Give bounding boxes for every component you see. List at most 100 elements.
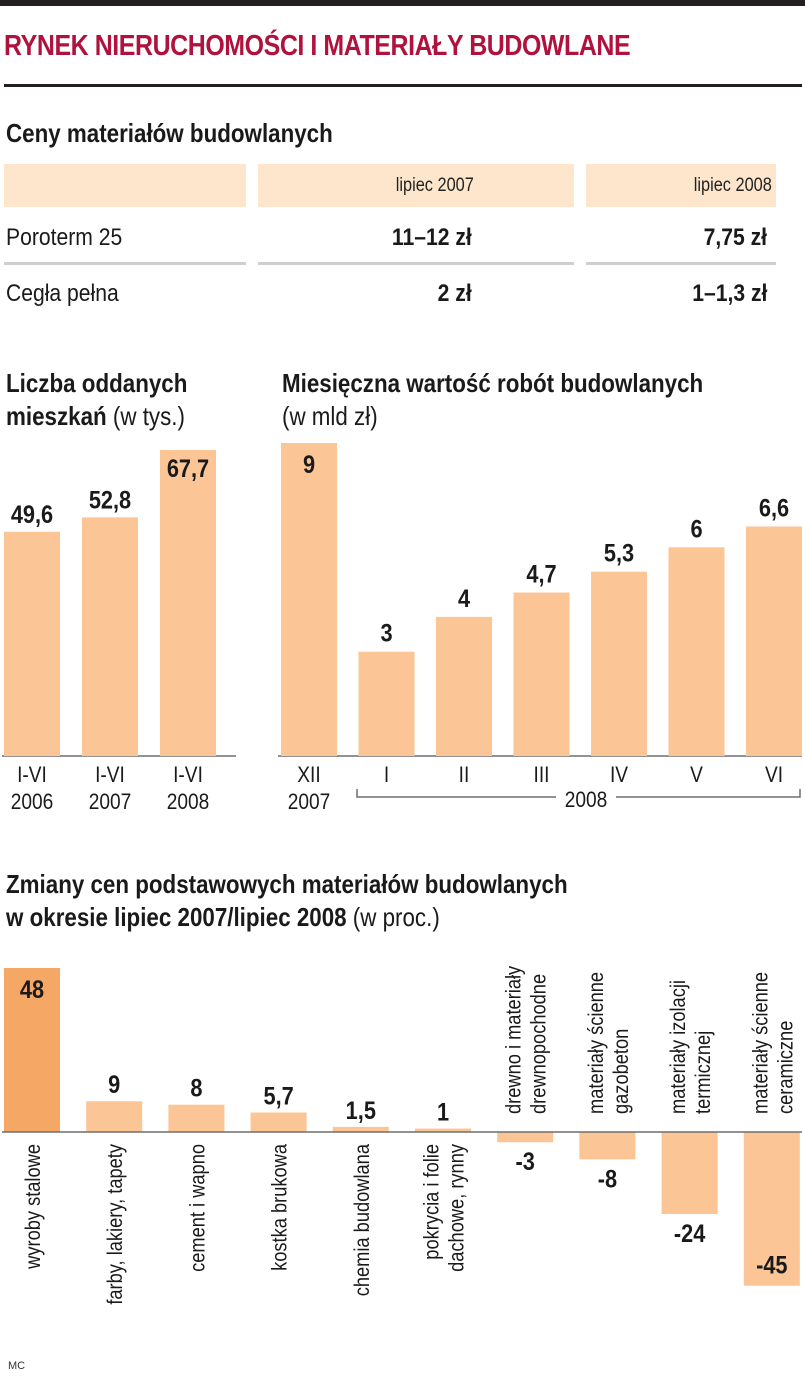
chart3-value-label: 9 [108,1071,120,1099]
chart3-category-label: wyroby stalowe [22,1144,45,1270]
chart2-group-label: 2008 [565,788,608,813]
chart3-bar [661,1132,718,1214]
column-header-2008: lipiec 2008 [693,175,772,196]
chart2-bar [436,616,492,756]
chart2-bar [513,592,570,756]
chart3-category-label: farby, lakiery, tapety [104,1144,127,1305]
chart3-bar [743,1132,800,1286]
chart2-bar [358,651,415,756]
chart1-category-label: I-VI [173,763,203,788]
chart1-value-label: 49,6 [11,500,53,528]
chart3-bar [168,1104,225,1132]
chart3-value-label: 8 [190,1074,202,1102]
chart1-value-label: 67,7 [167,455,209,483]
chart3-title-line2: w okresie lipiec 2007/lipiec 2008 (w pro… [6,901,440,933]
chart3-value-label: 48 [20,976,44,1004]
chart3-value-label: -24 [674,1220,705,1248]
row-label-poroterm: Poroterm 25 [6,224,123,251]
chart1-category-label: I-VI [17,763,47,788]
chart2-category-label: III [534,763,550,788]
row-value-poroterm-2007: 11–12 zł [392,224,472,251]
chart2-bar [668,547,725,756]
chart2-value-label: 6,6 [759,494,789,522]
chart3-bar [579,1132,636,1160]
chart3-category-label: kostka brukowa [268,1144,291,1271]
chart1-category-label: 2007 [89,790,132,815]
chart3-value-label: -8 [598,1165,617,1193]
chart2-bar [746,526,802,756]
chart3-category-label: drewnopochodne [528,974,551,1114]
chart3-bar [86,1101,143,1132]
chart2-value-label: 6 [690,515,702,543]
chart3-bar [415,1128,471,1132]
chart3-category-label: termicznej [692,1031,715,1114]
chart3-category-label: chemia budowlana [351,1144,374,1296]
chart1-title-line1: Liczba oddanych [6,368,188,398]
chart1-bar [82,517,138,756]
chart3-value-label: 1 [437,1098,449,1126]
chart2-value-label: 4,7 [526,560,556,588]
chart2-category-label: 2007 [288,790,331,815]
chart3-category-label: gazobeton [610,1029,633,1114]
table-header-col1: lipiec 2007 [258,164,574,207]
chart3-category-label: cement i wapno [186,1144,209,1272]
footer-credit: MC [8,1360,26,1372]
chart2-group-label-bg [556,793,616,805]
chart1-category-label: 2006 [11,790,54,815]
chart2-title: Miesięczna wartość robót budowlanych [282,368,704,398]
chart1-category-label: I-VI [95,763,125,788]
chart3-category-label: materiały ścienne [749,972,772,1114]
chart3-value-label: -45 [756,1251,787,1279]
chart-price-changes: 48 wyroby stalowe 9 farby, lakiery, tapety 8… [2,966,802,1305]
chart1-unit: (w tys.) [112,401,185,431]
chart3-bar [250,1112,307,1132]
chart2-category-label: VI [765,763,783,788]
chart3-bar [497,1132,554,1143]
row-value-poroterm-2008: 7,75 zł [703,224,767,251]
chart1-bar [160,450,216,756]
chart3-bar [4,968,60,1132]
chart2-bar [591,571,647,756]
chart3-category-label: dachowe, rynny [445,1144,468,1272]
table-header-empty [4,164,246,207]
chart3-title-line1: Zmiany cen podstawowych materiałów budow… [6,869,568,899]
chart3-title-bold: w okresie lipiec 2007/lipiec 2008 [6,902,347,932]
top-rule [0,0,805,6]
chart2-value-label: 9 [303,451,315,479]
chart1-title-bold: mieszkań [6,401,107,431]
chart3-value-label: 1,5 [346,1096,376,1124]
chart3-category-label: pokrycia i folie [420,1144,443,1260]
chart3-category-label: materiały izolacji [667,980,690,1114]
row-value-cegla-2008: 1–1,3 zł [691,280,767,307]
chart3-bar [332,1126,389,1132]
chart2-category-label: XII [297,763,320,788]
chart2-category-label: V [690,763,703,788]
chart1-category-label: 2008 [167,790,210,815]
chart2-category-label: IV [610,763,628,788]
row-label-cegla: Cegła pełna [6,280,119,307]
chart3-category-label: drewno i materiały [503,966,526,1114]
chart1-value-label: 52,8 [89,486,131,514]
chart2-category-label: I [384,763,389,788]
chart3-unit: (w proc.) [352,902,440,932]
chart2-unit-wrap: (w mld zł) [282,400,378,432]
chart3-category-label: ceramiczne [774,1021,797,1114]
chart1-title-line2: mieszkań (w tys.) [6,400,185,432]
row-separator [258,262,574,265]
row-separator [586,262,776,265]
chart3-value-label: 5,7 [263,1082,293,1110]
row-separator [4,262,246,265]
chart2-value-label: 3 [380,619,392,647]
row-value-cegla-2007: 2 zł [437,280,472,307]
title-rule [4,84,802,87]
column-header-2007: lipiec 2007 [395,175,474,196]
table-header-col2: lipiec 2008 [586,164,776,207]
prices-table-title: Ceny materiałów budowlanych [6,118,333,148]
chart2-category-label: II [459,763,470,788]
chart1-bar [4,531,60,756]
chart3-category-label: materiały ścienne [585,972,608,1114]
chart3-value-label: -3 [516,1148,535,1176]
